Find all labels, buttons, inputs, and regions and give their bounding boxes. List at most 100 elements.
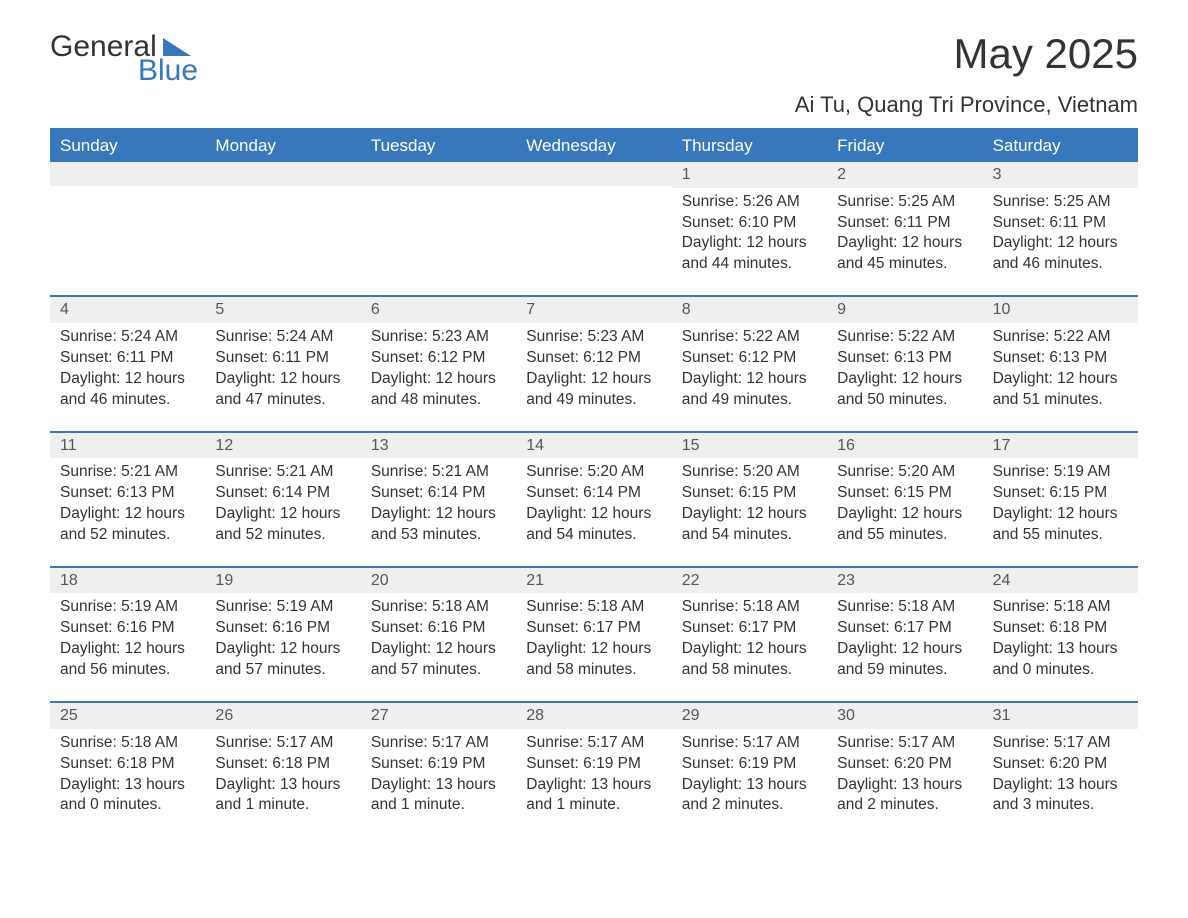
calendar-cell: 26Sunrise: 5:17 AMSunset: 6:18 PMDayligh… bbox=[205, 703, 360, 836]
calendar-week: 4Sunrise: 5:24 AMSunset: 6:11 PMDaylight… bbox=[50, 295, 1138, 430]
weekday-header: Tuesday bbox=[361, 130, 516, 162]
sunset-line: Sunset: 6:17 PM bbox=[837, 618, 972, 639]
sunrise-line: Sunrise: 5:18 AM bbox=[371, 597, 506, 618]
calendar-cell: 19Sunrise: 5:19 AMSunset: 6:16 PMDayligh… bbox=[205, 568, 360, 701]
sunrise-line: Sunrise: 5:22 AM bbox=[682, 327, 817, 348]
day-number: 23 bbox=[827, 568, 982, 594]
day-number: 25 bbox=[50, 703, 205, 729]
daylight-line: Daylight: 13 hours and 1 minute. bbox=[526, 775, 661, 817]
daylight-line: Daylight: 13 hours and 0 minutes. bbox=[993, 639, 1128, 681]
page-title: May 2025 bbox=[954, 30, 1138, 78]
day-number: 20 bbox=[361, 568, 516, 594]
calendar-grid: SundayMondayTuesdayWednesdayThursdayFrid… bbox=[50, 128, 1138, 836]
sunset-line: Sunset: 6:19 PM bbox=[371, 754, 506, 775]
sunrise-line: Sunrise: 5:20 AM bbox=[526, 462, 661, 483]
sunset-line: Sunset: 6:15 PM bbox=[993, 483, 1128, 504]
sunrise-line: Sunrise: 5:17 AM bbox=[371, 733, 506, 754]
day-number: 1 bbox=[672, 162, 827, 188]
sunset-line: Sunset: 6:13 PM bbox=[993, 348, 1128, 369]
day-number: 9 bbox=[827, 297, 982, 323]
weekday-header: Saturday bbox=[983, 130, 1138, 162]
day-number: 4 bbox=[50, 297, 205, 323]
sunrise-line: Sunrise: 5:20 AM bbox=[682, 462, 817, 483]
daylight-line: Daylight: 12 hours and 57 minutes. bbox=[371, 639, 506, 681]
day-number: 27 bbox=[361, 703, 516, 729]
sunset-line: Sunset: 6:14 PM bbox=[526, 483, 661, 504]
calendar-cell: 27 Sunrise: 5:17 AMSunset: 6:19 PMDayligh… bbox=[361, 703, 516, 836]
daylight-line: Daylight: 12 hours and 58 minutes. bbox=[682, 639, 817, 681]
day-number: 11 bbox=[50, 433, 205, 459]
calendar-week: 25Sunrise: 5:18 AMSunset: 6:18 PMDayligh… bbox=[50, 701, 1138, 836]
day-number bbox=[361, 162, 516, 186]
calendar-cell: 3Sunrise: 5:25 AMSunset: 6:11 PMDaylight… bbox=[983, 162, 1138, 295]
calendar-cell: 31Sunrise: 5:17 AMSunset: 6:20 PMDayligh… bbox=[983, 703, 1138, 836]
daylight-line: Daylight: 13 hours and 1 minute. bbox=[371, 775, 506, 817]
weekday-header: Wednesday bbox=[516, 130, 671, 162]
sunset-line: Sunset: 6:20 PM bbox=[993, 754, 1128, 775]
calendar-week: 11Sunrise: 5:21 AMSunset: 6:13 PMDayligh… bbox=[50, 431, 1138, 566]
daylight-line: Daylight: 12 hours and 45 minutes. bbox=[837, 233, 972, 275]
sunset-line: Sunset: 6:17 PM bbox=[682, 618, 817, 639]
sunset-line: Sunset: 6:13 PM bbox=[60, 483, 195, 504]
calendar-cell bbox=[50, 162, 205, 295]
calendar-cell: 14Sunrise: 5:20 AMSunset: 6:14 PMDayligh… bbox=[516, 433, 671, 566]
calendar-cell: 28Sunrise: 5:17 AMSunset: 6:19 PMDayligh… bbox=[516, 703, 671, 836]
sunrise-line: Sunrise: 5:21 AM bbox=[60, 462, 195, 483]
sunrise-line: Sunrise: 5:22 AM bbox=[993, 327, 1128, 348]
day-number: 3 bbox=[983, 162, 1138, 188]
weekday-header: Monday bbox=[205, 130, 360, 162]
day-number: 19 bbox=[205, 568, 360, 594]
daylight-line: Daylight: 12 hours and 46 minutes. bbox=[60, 369, 195, 411]
sunset-line: Sunset: 6:18 PM bbox=[993, 618, 1128, 639]
day-number: 28 bbox=[516, 703, 671, 729]
day-number: 6 bbox=[361, 297, 516, 323]
sunrise-line: Sunrise: 5:19 AM bbox=[993, 462, 1128, 483]
sunset-line: Sunset: 6:19 PM bbox=[682, 754, 817, 775]
calendar-cell: 7Sunrise: 5:23 AMSunset: 6:12 PMDaylight… bbox=[516, 297, 671, 430]
sunset-line: Sunset: 6:11 PM bbox=[60, 348, 195, 369]
sunrise-line: Sunrise: 5:20 AM bbox=[837, 462, 972, 483]
day-number: 30 bbox=[827, 703, 982, 729]
sunrise-line: Sunrise: 5:18 AM bbox=[993, 597, 1128, 618]
day-number bbox=[50, 162, 205, 186]
calendar-week: 18Sunrise: 5:19 AMSunset: 6:16 PMDayligh… bbox=[50, 566, 1138, 701]
calendar-cell: 13Sunrise: 5:21 AMSunset: 6:14 PMDayligh… bbox=[361, 433, 516, 566]
sunrise-line: Sunrise: 5:24 AM bbox=[60, 327, 195, 348]
daylight-line: Daylight: 13 hours and 0 minutes. bbox=[60, 775, 195, 817]
daylight-line: Daylight: 12 hours and 56 minutes. bbox=[60, 639, 195, 681]
day-number: 8 bbox=[672, 297, 827, 323]
daylight-line: Daylight: 12 hours and 49 minutes. bbox=[526, 369, 661, 411]
day-number: 13 bbox=[361, 433, 516, 459]
sunrise-line: Sunrise: 5:18 AM bbox=[837, 597, 972, 618]
sunset-line: Sunset: 6:13 PM bbox=[837, 348, 972, 369]
calendar-cell: 20Sunrise: 5:18 AMSunset: 6:16 PMDayligh… bbox=[361, 568, 516, 701]
calendar-cell: 8Sunrise: 5:22 AMSunset: 6:12 PMDaylight… bbox=[672, 297, 827, 430]
daylight-line: Daylight: 12 hours and 54 minutes. bbox=[682, 504, 817, 546]
daylight-line: Daylight: 12 hours and 49 minutes. bbox=[682, 369, 817, 411]
sunrise-line: Sunrise: 5:21 AM bbox=[215, 462, 350, 483]
sunset-line: Sunset: 6:10 PM bbox=[682, 213, 817, 234]
calendar-cell: 16Sunrise: 5:20 AMSunset: 6:15 PMDayligh… bbox=[827, 433, 982, 566]
sunset-line: Sunset: 6:20 PM bbox=[837, 754, 972, 775]
sunrise-line: Sunrise: 5:26 AM bbox=[682, 192, 817, 213]
day-number: 17 bbox=[983, 433, 1138, 459]
daylight-line: Daylight: 12 hours and 51 minutes. bbox=[993, 369, 1128, 411]
calendar-cell: 24Sunrise: 5:18 AMSunset: 6:18 PMDayligh… bbox=[983, 568, 1138, 701]
daylight-line: Daylight: 13 hours and 2 minutes. bbox=[682, 775, 817, 817]
daylight-line: Daylight: 12 hours and 54 minutes. bbox=[526, 504, 661, 546]
calendar-header-row: SundayMondayTuesdayWednesdayThursdayFrid… bbox=[50, 128, 1138, 162]
sunset-line: Sunset: 6:18 PM bbox=[60, 754, 195, 775]
sunrise-line: Sunrise: 5:24 AM bbox=[215, 327, 350, 348]
sunset-line: Sunset: 6:16 PM bbox=[60, 618, 195, 639]
daylight-line: Daylight: 13 hours and 2 minutes. bbox=[837, 775, 972, 817]
sunrise-line: Sunrise: 5:25 AM bbox=[837, 192, 972, 213]
day-number bbox=[205, 162, 360, 186]
calendar-cell: 4 Sunrise: 5:24 AMSunset: 6:11 PMDaylight… bbox=[50, 297, 205, 430]
daylight-line: Daylight: 12 hours and 52 minutes. bbox=[60, 504, 195, 546]
calendar-week: 1 Sunrise: 5:26 AMSunset: 6:10 PM Daylight… bbox=[50, 162, 1138, 295]
daylight-line: Daylight: 12 hours and 55 minutes. bbox=[993, 504, 1128, 546]
daylight-line: Daylight: 12 hours and 48 minutes. bbox=[371, 369, 506, 411]
calendar-cell: 12Sunrise: 5:21 AMSunset: 6:14 PMDayligh… bbox=[205, 433, 360, 566]
calendar-cell: 2Sunrise: 5:25 AMSunset: 6:11 PMDaylight… bbox=[827, 162, 982, 295]
sunrise-line: Sunrise: 5:17 AM bbox=[526, 733, 661, 754]
